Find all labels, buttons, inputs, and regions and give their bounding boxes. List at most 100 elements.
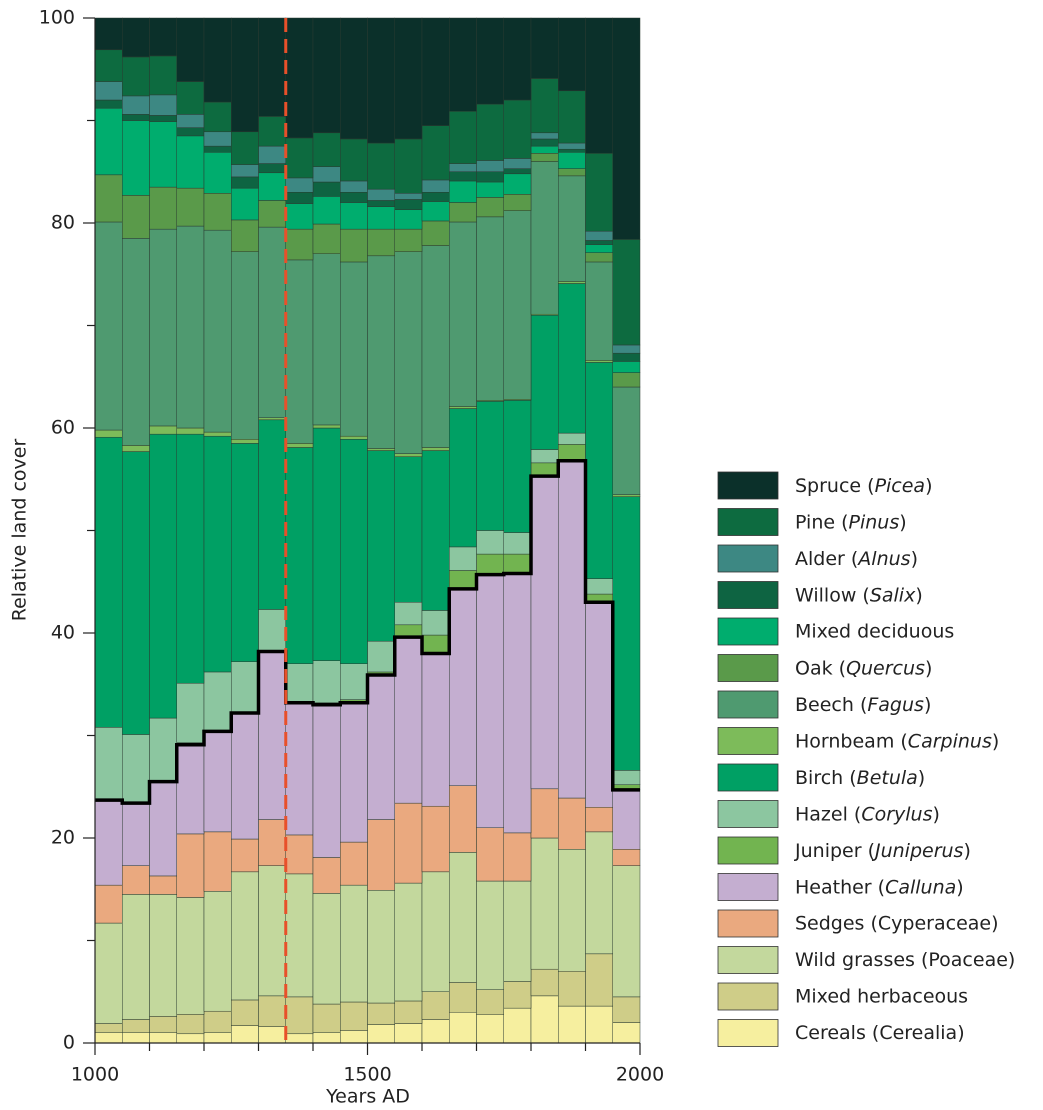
bar-segment — [122, 894, 150, 1020]
bar-segment — [585, 360, 613, 363]
bar-segment — [312, 17, 341, 134]
legend-swatch — [717, 617, 779, 646]
x-tick-label: 1000 — [71, 1064, 119, 1086]
bar-segment — [476, 160, 504, 173]
bar-segment — [530, 462, 559, 477]
bar-segment — [558, 1005, 586, 1044]
bar-segment — [231, 838, 259, 873]
bar-segment — [558, 90, 586, 144]
bar-segment — [612, 770, 641, 785]
bar-segment — [612, 1022, 641, 1044]
bar-segment — [312, 253, 341, 426]
legend-label-part: Betula — [857, 767, 918, 789]
legend-label-part: Hazel ( — [795, 803, 861, 825]
legend-label-part: Pinus — [849, 511, 900, 533]
legend-label-part: Oak ( — [795, 657, 846, 679]
bar-segment — [367, 200, 395, 207]
bar-segment — [258, 865, 286, 997]
bar-segment — [558, 281, 586, 284]
bar-segment — [149, 228, 177, 427]
legend-label: Willow (Salix) — [795, 584, 923, 606]
bar-segment — [122, 114, 150, 121]
legend-swatch — [717, 946, 779, 974]
bar-segment — [530, 78, 559, 134]
legend-label: Beech (Fagus) — [795, 694, 931, 716]
bar-segment — [367, 17, 395, 144]
legend-label: Oak (Quercus) — [795, 657, 932, 679]
bar-segment — [585, 240, 613, 245]
legend-label-part: ) — [925, 475, 932, 497]
legend-label-part: Corylus — [861, 803, 932, 825]
bar-segment — [503, 210, 532, 400]
bar-segment — [231, 251, 259, 440]
y-tick-label: 100 — [39, 7, 75, 29]
legend-swatch — [717, 544, 779, 573]
legend-label-part: Picea — [875, 475, 926, 497]
bar-segment — [612, 344, 641, 354]
bar-segment — [176, 225, 205, 429]
bar-segment — [476, 827, 504, 882]
bar-segment — [176, 1033, 205, 1044]
bar-segment — [558, 283, 586, 434]
bar-segment — [503, 168, 532, 175]
bar-segment — [530, 315, 559, 450]
bar-segment — [285, 873, 314, 998]
bar-segment — [421, 450, 450, 611]
y-axis-label: Relative land cover — [9, 439, 31, 622]
bar-segment — [122, 195, 150, 239]
bar-segment — [476, 216, 504, 401]
bar-segment — [149, 186, 177, 230]
bar-segment — [203, 131, 232, 147]
bar-segment — [612, 789, 641, 850]
bar-segment — [285, 447, 314, 664]
bar-segment — [340, 439, 368, 664]
bar-segment — [530, 132, 559, 140]
bar-segment — [367, 674, 395, 820]
bar-segment — [449, 785, 477, 853]
bar-segment — [258, 819, 286, 866]
bar-segment — [612, 865, 641, 998]
bar-segment — [312, 704, 341, 858]
bar-segment — [394, 1023, 423, 1044]
legend-label-part: Alnus — [856, 548, 910, 570]
bar-segment — [503, 194, 532, 211]
bar-segment — [122, 802, 150, 866]
bar-segment — [558, 971, 586, 1007]
bar-segment — [394, 456, 423, 603]
bar-segment — [203, 1032, 232, 1044]
bar-segment — [176, 427, 205, 435]
bar-segment — [203, 101, 232, 133]
legend-label-part: ) — [925, 657, 932, 679]
bar-segment — [285, 996, 314, 1035]
bar-segment — [122, 1019, 150, 1033]
bar-segment — [176, 127, 205, 137]
bar-segment — [367, 890, 395, 1004]
bar-segment — [149, 121, 177, 188]
bar-segment — [149, 717, 177, 781]
bar-segment — [503, 880, 532, 982]
legend-swatch — [717, 909, 779, 938]
bar-segment — [367, 228, 395, 257]
bar-segment — [585, 578, 613, 595]
bar-segment — [231, 176, 259, 189]
legend-label-part: Salix — [870, 584, 916, 606]
legend-swatch — [717, 800, 779, 828]
bar-segment — [585, 1005, 613, 1044]
bar-segment — [367, 819, 395, 891]
bar-segment — [558, 797, 586, 850]
bar-segment — [612, 361, 641, 373]
bar-segment — [340, 228, 368, 263]
bar-segment — [367, 142, 395, 190]
legend-swatch — [717, 654, 779, 682]
bar-segment — [394, 209, 423, 230]
legend-label: Spruce (Picea) — [795, 475, 933, 497]
bar-segment — [340, 202, 368, 230]
legend-label-part: Birch ( — [795, 767, 857, 789]
legend-swatch — [717, 763, 779, 792]
bar-segment — [394, 17, 423, 140]
legend-label-part: ) — [956, 876, 963, 898]
bar-segment — [558, 148, 586, 153]
bar-segment — [476, 103, 504, 161]
bar-segment — [94, 99, 123, 109]
legend-label: Wild grasses (Poaceae) — [795, 949, 1015, 971]
